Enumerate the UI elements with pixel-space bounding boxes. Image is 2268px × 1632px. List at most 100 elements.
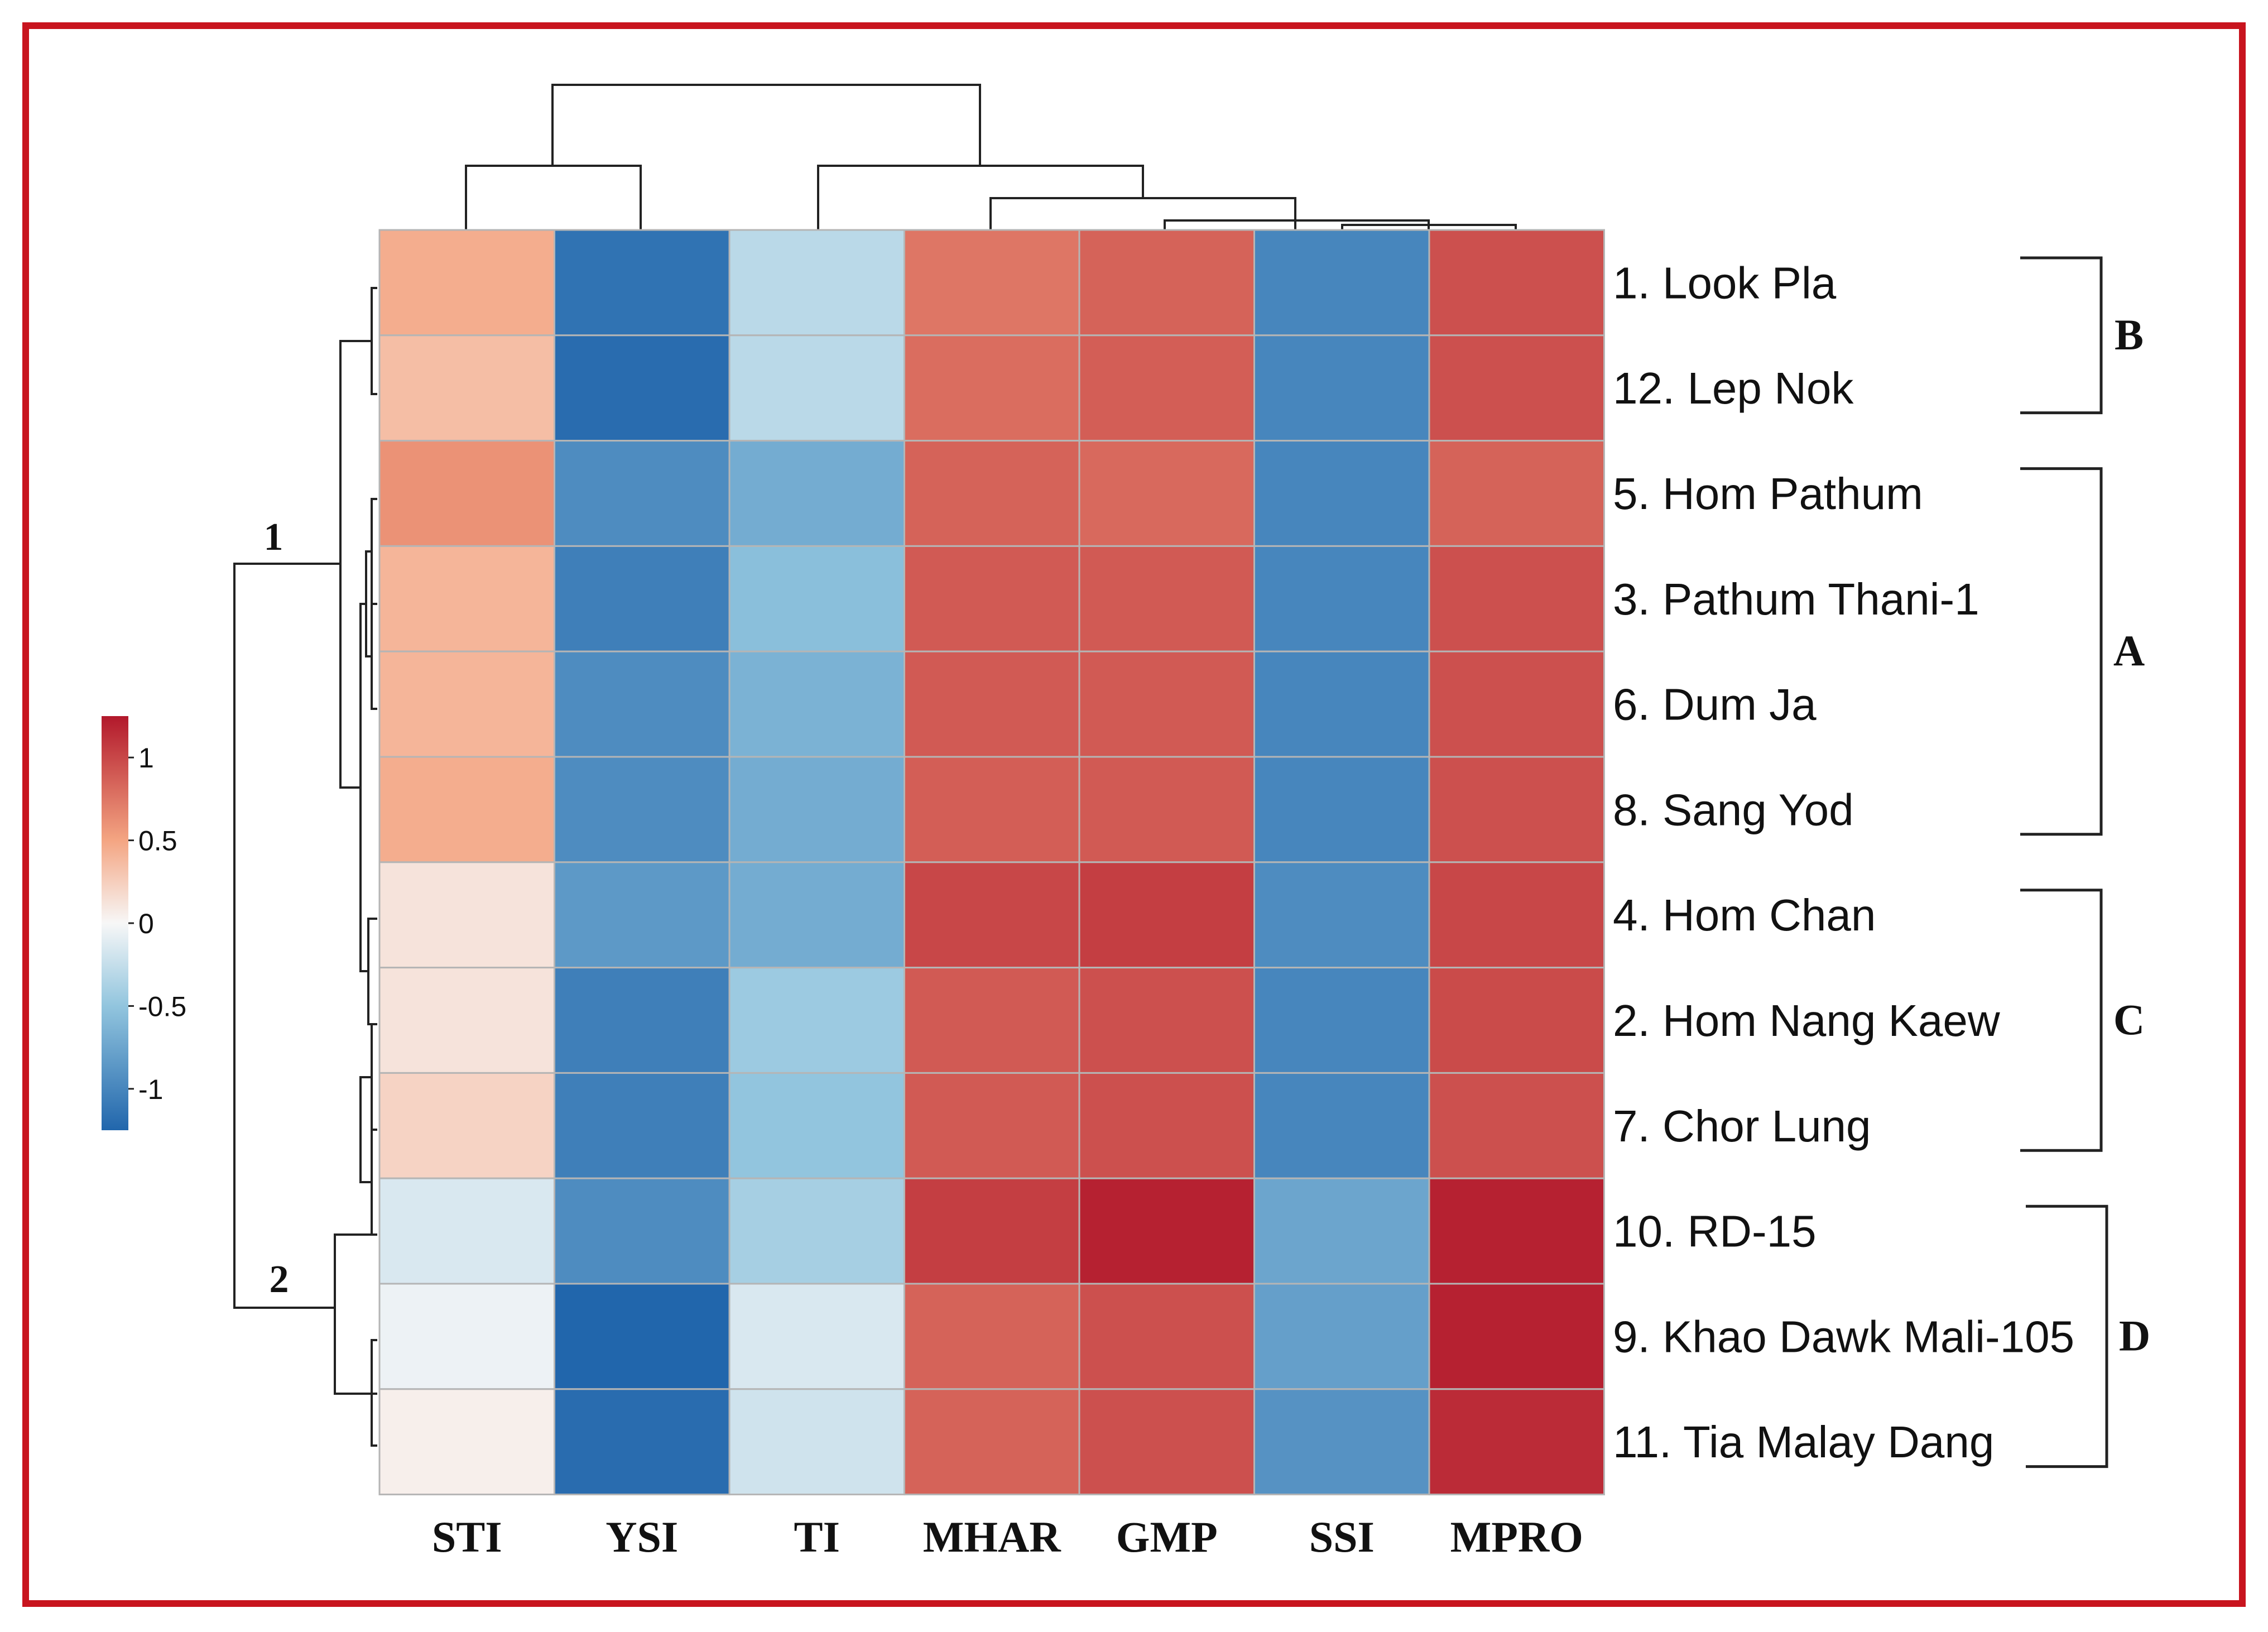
column-label: STI	[432, 1513, 502, 1561]
column-label: TI	[794, 1513, 840, 1561]
row-label: 3. Pathum Thani-1	[1613, 574, 1979, 624]
colorbar-tick-label: -1	[138, 1074, 163, 1105]
heatmap-cell	[1428, 1283, 1605, 1390]
heatmap-cell	[378, 1283, 555, 1390]
heatmap-cell	[728, 967, 905, 1074]
heatmap-cell	[554, 650, 731, 758]
heatmap-cell	[728, 545, 905, 652]
heatmap-cell	[1428, 1072, 1605, 1179]
heatmap-cell	[1428, 756, 1605, 863]
heatmap-cell	[1078, 545, 1255, 652]
column-label: GMP	[1116, 1513, 1218, 1561]
heatmap-cell	[1253, 861, 1430, 969]
group-label: D	[2119, 1311, 2150, 1360]
heatmap-cell	[554, 334, 731, 442]
heatmap-cell	[1428, 650, 1605, 758]
heatmap-cell	[1253, 334, 1430, 442]
heatmap-cell	[1078, 229, 1255, 337]
group-bracket	[2026, 1204, 2108, 1468]
group-label: B	[2115, 310, 2144, 359]
heatmap-cell	[1428, 1177, 1605, 1285]
column-label: YSI	[606, 1513, 678, 1561]
heatmap-cell	[1078, 967, 1255, 1074]
heatmap-cell	[1253, 440, 1430, 547]
heatmap-cell	[728, 1283, 905, 1390]
heatmap-cell	[1428, 334, 1605, 442]
heatmap-cell	[1253, 967, 1430, 1074]
heatmap-cell	[554, 1283, 731, 1390]
heatmap-cell	[554, 861, 731, 969]
heatmap-cell	[378, 334, 555, 442]
heatmap-cell	[1253, 1283, 1430, 1390]
heatmap-cell	[1078, 1388, 1255, 1496]
group-label: A	[2113, 626, 2145, 675]
column-label: MHAR	[923, 1513, 1062, 1561]
heatmap-cell	[1078, 334, 1255, 442]
heatmap-cell	[378, 440, 555, 547]
heatmap-cell	[728, 861, 905, 969]
heatmap-cell	[904, 229, 1080, 337]
heatmap-cell	[904, 650, 1080, 758]
heatmap-cell	[904, 334, 1080, 442]
heatmap-cell	[378, 967, 555, 1074]
row-label: 9. Khao Dawk Mali-105	[1613, 1312, 2074, 1361]
group-bracket	[2020, 889, 2103, 1152]
group-brackets: B A C D	[2020, 256, 2150, 1468]
row-label: 12. Lep Nok	[1613, 363, 1854, 413]
heatmap-cell	[1078, 1072, 1255, 1179]
heatmap-cell	[554, 545, 731, 652]
heatmap-cell	[378, 1388, 555, 1496]
heatmap-cell	[378, 1177, 555, 1285]
heatmap-cell	[1078, 1177, 1255, 1285]
figure-frame	[22, 22, 2246, 1607]
heatmap-cell	[904, 440, 1080, 547]
heatmap-cell	[554, 1388, 731, 1496]
row-label: 8. Sang Yod	[1613, 785, 1854, 834]
heatmap-cell	[1253, 756, 1430, 863]
group-bracket	[2020, 256, 2103, 415]
colorbar-tick-label: -0.5	[138, 991, 186, 1022]
heatmap-cell	[728, 440, 905, 547]
row-dendrogram	[233, 287, 377, 1447]
cluster-label: 1	[264, 516, 284, 559]
row-label: 5. Hom Pathum	[1613, 469, 1923, 519]
heatmap-cell	[904, 1283, 1080, 1390]
heatmap-cell	[1428, 861, 1605, 969]
colorbar-gradient	[102, 716, 128, 1130]
cluster-labels: 12	[264, 516, 289, 1301]
heatmap-cell	[378, 545, 555, 652]
heatmap-cell	[554, 440, 731, 547]
heatmap-cell	[554, 756, 731, 863]
heatmap-cells	[378, 229, 1605, 1496]
heatmap-cell	[728, 1072, 905, 1179]
row-label: 7. Chor Lung	[1613, 1101, 1871, 1151]
heatmap-cell	[378, 861, 555, 969]
colorbar-tick-label: 0	[138, 908, 154, 939]
row-label: 1. Look Pla	[1613, 258, 1837, 308]
heatmap-cell	[554, 1177, 731, 1285]
heatmap-cell	[728, 229, 905, 337]
heatmap-cell	[378, 650, 555, 758]
row-label: 11. Tia Malay Dang	[1613, 1417, 1994, 1467]
heatmap-cell	[728, 1177, 905, 1285]
column-labels: STI YSI TI MHAR GMP SSI MPRO	[432, 1513, 1583, 1561]
row-label: 10. RD-15	[1613, 1207, 1817, 1256]
colorbar-tick-label: 1	[138, 742, 154, 774]
row-label: 4. Hom Chan	[1613, 890, 1876, 940]
heatmap-cell	[1078, 756, 1255, 863]
row-labels: 1. Look Pla 12. Lep Nok 5. Hom Pathum 3. Pa…	[1613, 258, 2074, 1467]
heatmap-cell	[554, 967, 731, 1074]
heatmap-cell	[728, 650, 905, 758]
heatmap-cell	[904, 1388, 1080, 1496]
colorbar-legend: 1 0.5 0 -0.5 -1	[102, 716, 186, 1130]
colorbar-tick-label: 0.5	[138, 825, 177, 857]
column-label: MPRO	[1450, 1513, 1583, 1561]
group-bracket	[2020, 467, 2103, 836]
group-label: C	[2113, 995, 2145, 1044]
heatmap-cell	[1428, 967, 1605, 1074]
heatmap-cell	[378, 756, 555, 863]
row-label: 6. Dum Ja	[1613, 680, 1817, 729]
heatmap-cell	[1428, 229, 1605, 337]
